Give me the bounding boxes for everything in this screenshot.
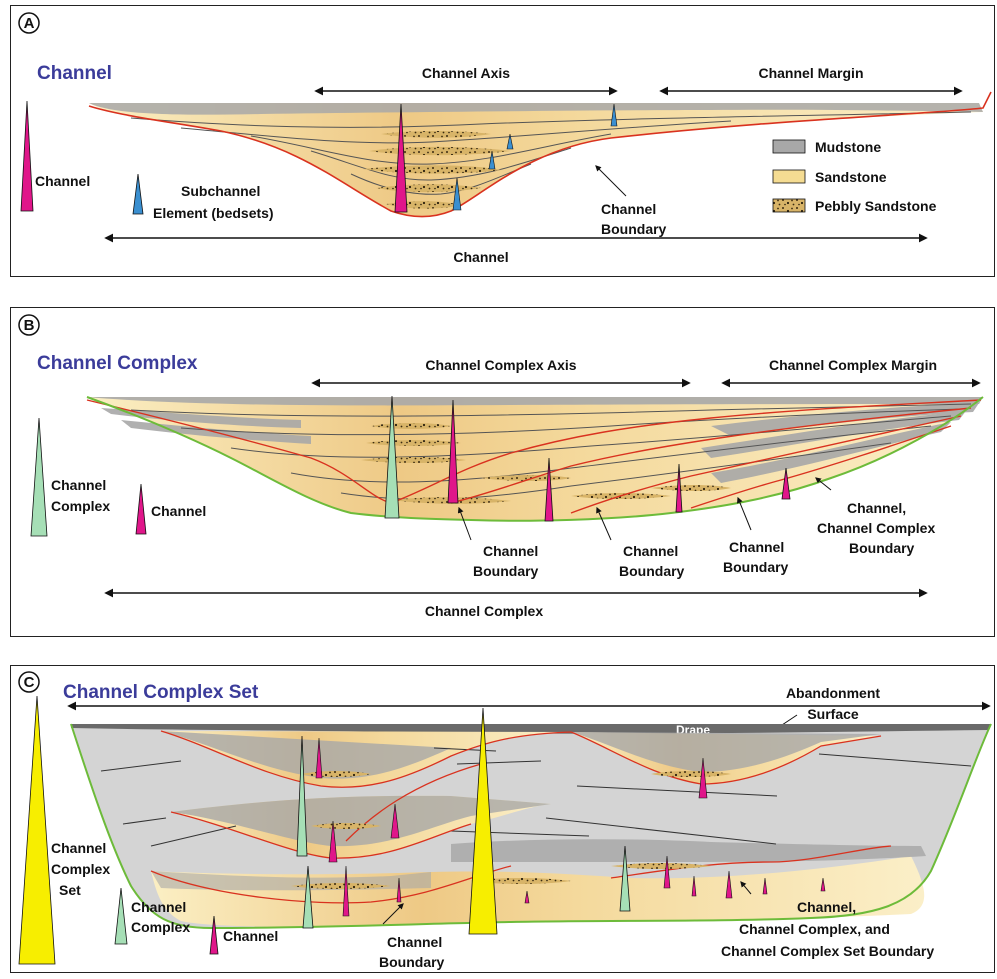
- complex-mudstone-top: [87, 397, 983, 406]
- legend-sandstone-label: Sandstone: [815, 169, 887, 185]
- complex-label-2: Complex: [51, 498, 110, 514]
- mudstone-top: [89, 103, 983, 115]
- boundary-pointer-c2: [740, 881, 752, 895]
- panel-a: A Channel: [10, 5, 995, 277]
- channel-boundary-lines: [86, 399, 982, 514]
- channel-wedge-4: [781, 467, 791, 500]
- upper-complex-1-mud: [161, 731, 451, 779]
- set-internal-lines: [100, 747, 972, 847]
- boundary-pointer-1: [457, 506, 472, 541]
- legend-mudstone-label: Mudstone: [815, 139, 881, 155]
- set-label-2: Complex: [51, 861, 110, 877]
- boundary-1b: Boundary: [473, 563, 539, 579]
- middle-complex-mud: [171, 795, 551, 847]
- complex-wedge-c1: [296, 735, 308, 857]
- complex-label-c2: Complex: [131, 919, 190, 935]
- panel-a-diagram: A Channel: [18, 12, 992, 265]
- panel-b-title: Channel Complex: [37, 353, 198, 374]
- channel-width-label: Channel: [453, 249, 508, 265]
- boundary-pointer-3: [737, 496, 752, 531]
- boundary-pointer-2: [596, 506, 612, 541]
- abandonment-label-1: Abandonment: [786, 685, 880, 701]
- lower-right-mud: [451, 839, 926, 862]
- boundary-c1a: Channel: [387, 934, 442, 950]
- complex-base-line: [86, 396, 984, 522]
- panel-c-title: Channel Complex Set: [63, 682, 259, 703]
- legend-pebbly-label: Pebbly Sandstone: [815, 198, 937, 214]
- set-base-line: [70, 723, 992, 930]
- set-wedge: [468, 707, 498, 935]
- panel-c-letter: C: [24, 674, 35, 691]
- channel-wedge: [394, 103, 408, 213]
- panel-a-letter: A: [24, 15, 35, 32]
- channel-scale-icon-c: [209, 915, 219, 955]
- set-pebbly-lenses: [291, 771, 731, 889]
- boundary-2b: Boundary: [619, 563, 685, 579]
- set-label-3: Set: [59, 882, 81, 898]
- channel-wedge-1: [447, 399, 459, 504]
- panel-c: C Channel Complex Set Abandonment Surfac…: [10, 665, 995, 973]
- boundary-4a: Channel,: [847, 500, 906, 516]
- panel-b-letter-circle: [18, 314, 40, 336]
- complex-margin-label: Channel Complex Margin: [769, 357, 937, 373]
- boundary-pointer-c1: [382, 903, 404, 925]
- channel-scale-icon: [20, 100, 34, 212]
- boundary-label-2: Boundary: [601, 221, 667, 237]
- boundary-pointer: [595, 165, 627, 197]
- legend-mudstone-swatch: [772, 139, 806, 154]
- legend: Mudstone Sandstone Pebbly Sandstone: [772, 139, 937, 214]
- boundary-c2a: Channel,: [797, 899, 856, 915]
- drape-layer: [71, 724, 991, 734]
- boundary-3a: Channel: [729, 539, 784, 555]
- channel-wedges-c: [315, 737, 826, 917]
- boundary-pointer-4: [815, 477, 832, 491]
- channel-scale-icon-b: [135, 483, 147, 535]
- bed-lines: [130, 111, 972, 195]
- boundary-label-1: Channel: [601, 201, 656, 217]
- boundary-4c: Boundary: [849, 540, 915, 556]
- channel-wedge-2: [544, 457, 554, 522]
- panel-a-letter-circle: [18, 12, 40, 34]
- panel-b-diagram: B Channel Complex: [18, 314, 984, 619]
- left-channel-label: Channel: [35, 173, 90, 189]
- panel-b: B Channel Complex: [10, 307, 995, 637]
- boundary-3b: Boundary: [723, 559, 789, 575]
- boundary-c2c: Channel Complex Set Boundary: [721, 943, 934, 959]
- boundary-1a: Channel: [483, 543, 538, 559]
- boundary-4b: Channel Complex: [817, 520, 935, 536]
- boundary-c2b: Channel Complex, and: [739, 921, 890, 937]
- complex-label-c1: Channel: [131, 899, 186, 915]
- complex-scale-icon: [30, 417, 48, 537]
- legend-pebbly-swatch: [772, 198, 806, 213]
- panel-b-letter: B: [24, 317, 35, 334]
- legend-sandstone-swatch: [772, 169, 806, 184]
- set-scale-icon: [18, 695, 56, 965]
- channel-wedge-3: [675, 463, 683, 513]
- panel-c-letter-circle: [18, 671, 40, 693]
- complex-width-label: Channel Complex: [425, 603, 543, 619]
- upper-complex-2-mud: [571, 732, 881, 772]
- complex-wedge-c3: [619, 845, 631, 912]
- abandonment-label-2: Surface: [807, 706, 859, 722]
- margin-label: Channel Margin: [758, 65, 863, 81]
- channel-boundary-line: [88, 91, 992, 218]
- complex-axis-label: Channel Complex Axis: [425, 357, 576, 373]
- subchannel-wedges: [452, 103, 618, 211]
- channel-label-b: Channel: [151, 503, 206, 519]
- complex-label-1: Channel: [51, 477, 106, 493]
- boundary-2a: Channel: [623, 543, 678, 559]
- panel-c-diagram: C Channel Complex Set Abandonment Surfac…: [18, 671, 992, 970]
- boundary-c1b: Boundary: [379, 954, 445, 970]
- complex-scale-icon-c: [114, 887, 128, 945]
- panel-a-title: Channel: [37, 63, 112, 84]
- subchannel-label-2: Element (bedsets): [153, 205, 274, 221]
- complex-wedge-c2: [302, 865, 314, 929]
- subchannel-label-1: Subchannel: [181, 183, 260, 199]
- subchannel-scale-icon: [132, 173, 144, 215]
- complex-wedge: [384, 395, 400, 519]
- channel-label-c: Channel: [223, 928, 278, 944]
- axis-label: Channel Axis: [422, 65, 510, 81]
- set-label-1: Channel: [51, 840, 106, 856]
